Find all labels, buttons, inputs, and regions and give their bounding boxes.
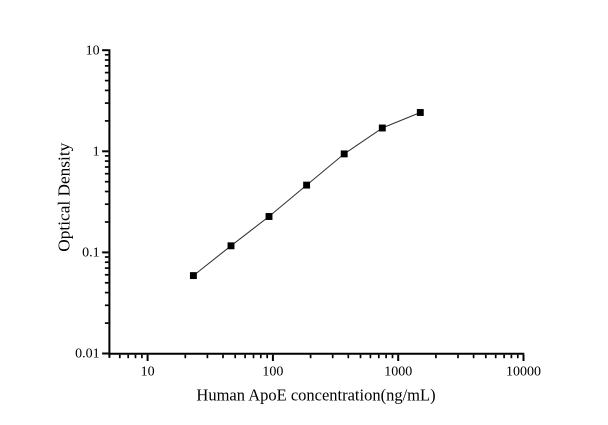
svg-text:0.01: 0.01 bbox=[75, 347, 100, 362]
svg-text:Human ApoE concentration(ng/mL: Human ApoE concentration(ng/mL) bbox=[196, 385, 435, 404]
svg-text:10: 10 bbox=[141, 364, 155, 379]
svg-text:1000: 1000 bbox=[384, 364, 412, 379]
svg-text:1: 1 bbox=[93, 145, 100, 160]
svg-text:10000: 10000 bbox=[506, 364, 541, 379]
svg-text:10: 10 bbox=[86, 43, 100, 58]
svg-text:Optical Density: Optical Density bbox=[54, 142, 73, 251]
svg-text:0.1: 0.1 bbox=[82, 246, 100, 261]
svg-text:100: 100 bbox=[262, 364, 283, 379]
